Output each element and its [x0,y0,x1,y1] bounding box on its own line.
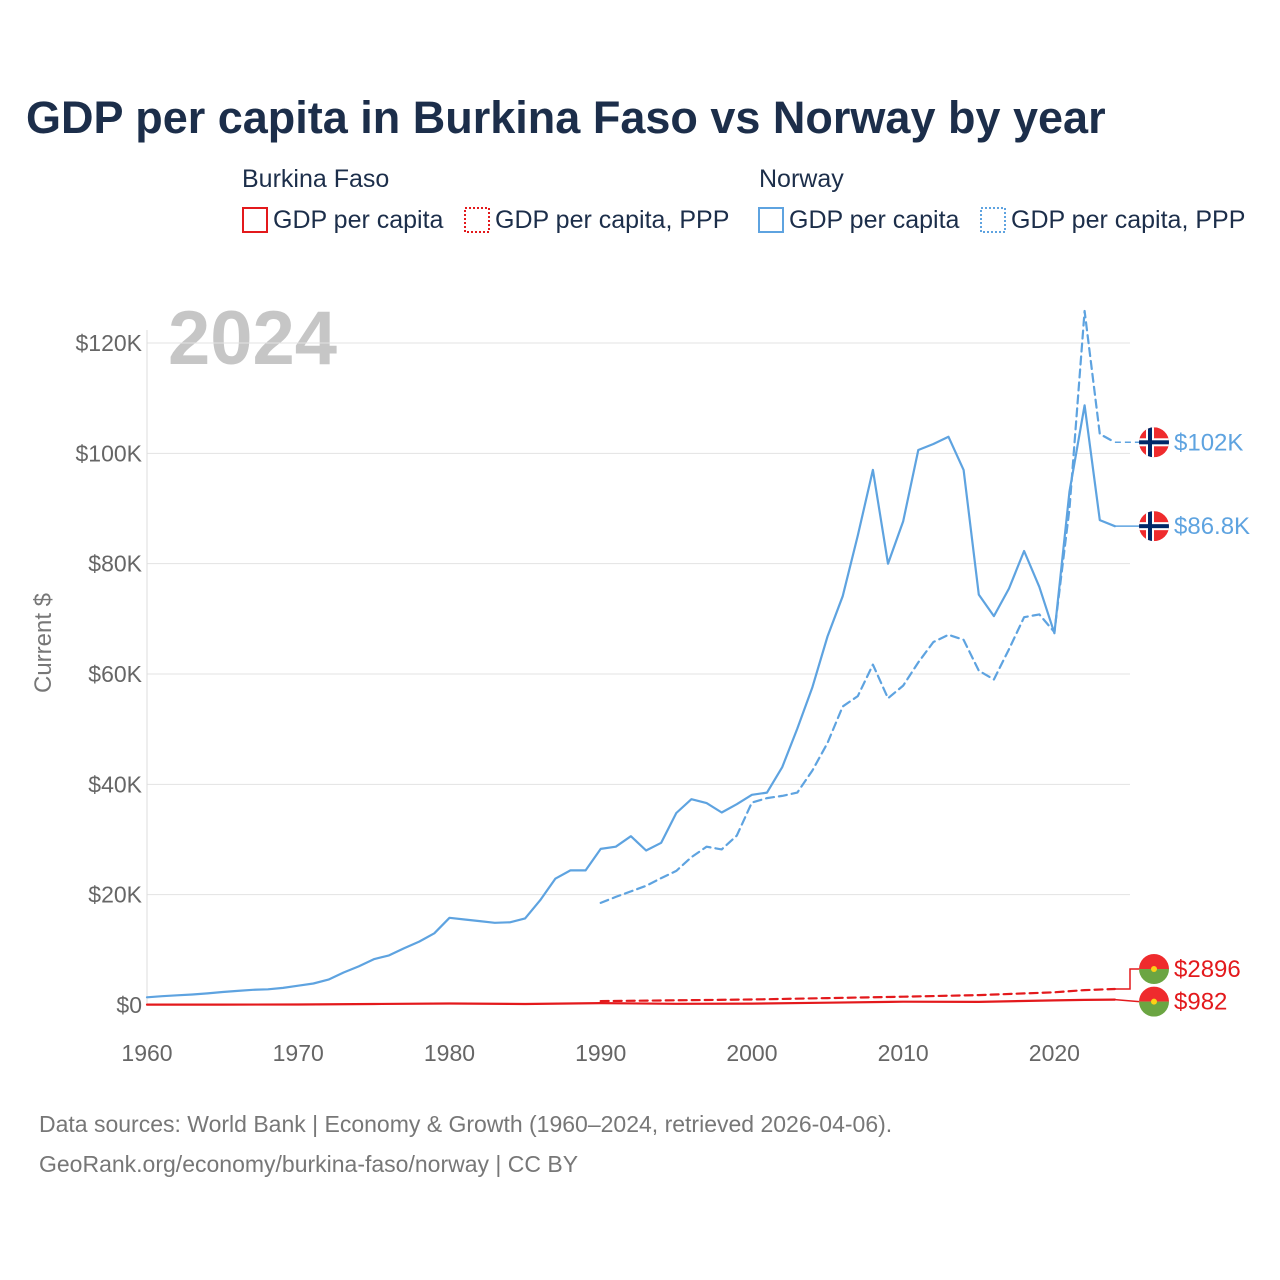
x-tick-label: 1960 [121,1040,172,1066]
series-line-2 [145,998,1116,1006]
y-tick-label: $0 [116,992,142,1018]
legend-label-bf-gdp: GDP per capita [273,206,444,234]
x-tick-label: 1990 [575,1040,626,1066]
end-label-norway-gdp: $86.8K [1174,513,1250,540]
legend-swatch-no-ppp [980,207,1006,233]
legend-swatch-bf-ppp [464,207,490,233]
connector-bf-ppp [1114,968,1139,990]
legend-label-no-ppp: GDP per capita, PPP [1011,206,1245,234]
x-tick-label: 2000 [726,1040,777,1066]
legend: Burkina Faso GDP per capita GDP per capi… [242,165,1245,234]
source-line-1: Data sources: World Bank | Economy & Gro… [39,1111,892,1137]
y-tick-label: $120K [75,330,142,356]
y-tick-label: $80K [88,551,142,577]
end-label-bf-gdp: $982 [1174,989,1227,1016]
legend-group-norway: Norway [759,165,844,193]
series-line-1 [599,309,1116,904]
end-label-bf-ppp: $2896 [1174,956,1241,983]
flag-norway-gdp-icon [1139,511,1169,542]
x-axis-ticks: 1960 1970 1980 1990 2000 2010 2020 [121,1040,1080,1066]
end-label-norway-ppp: $102K [1174,429,1243,456]
gridlines [146,330,1130,1005]
flag-burkina-faso-gdp-icon [1139,986,1169,1017]
end-labels: $102K $86.8K $2896 $982 [1114,427,1250,1017]
legend-swatch-bf-gdp [242,207,268,233]
flag-norway-ppp-icon [1139,427,1169,458]
y-tick-label: $20K [88,882,142,908]
year-label: 2024 [168,296,337,381]
y-tick-label: $100K [75,440,142,466]
legend-label-bf-ppp: GDP per capita, PPP [495,206,729,234]
legend-group-burkina-faso: Burkina Faso [242,165,389,193]
chart-title: GDP per capita in Burkina Faso vs Norway… [26,92,1106,143]
connector-bf-gdp [1114,998,1140,1003]
x-tick-label: 1970 [273,1040,324,1066]
y-tick-label: $40K [88,771,142,797]
x-tick-label: 2020 [1029,1040,1080,1066]
series-line-0 [145,404,1116,999]
x-tick-label: 2010 [878,1040,929,1066]
source-line-2: GeoRank.org/economy/burkina-faso/norway … [39,1151,578,1177]
legend-label-no-gdp: GDP per capita [789,206,960,234]
x-tick-label: 1980 [424,1040,475,1066]
y-axis-ticks: $0 $20K $40K $60K $80K $100K $120K [75,330,142,1018]
series-line-3 [599,987,1116,1003]
flag-burkina-faso-ppp-icon [1139,954,1169,985]
legend-swatch-no-gdp [758,207,784,233]
y-axis-label: Current $ [30,593,57,693]
series [145,309,1116,1006]
y-tick-label: $60K [88,661,142,687]
